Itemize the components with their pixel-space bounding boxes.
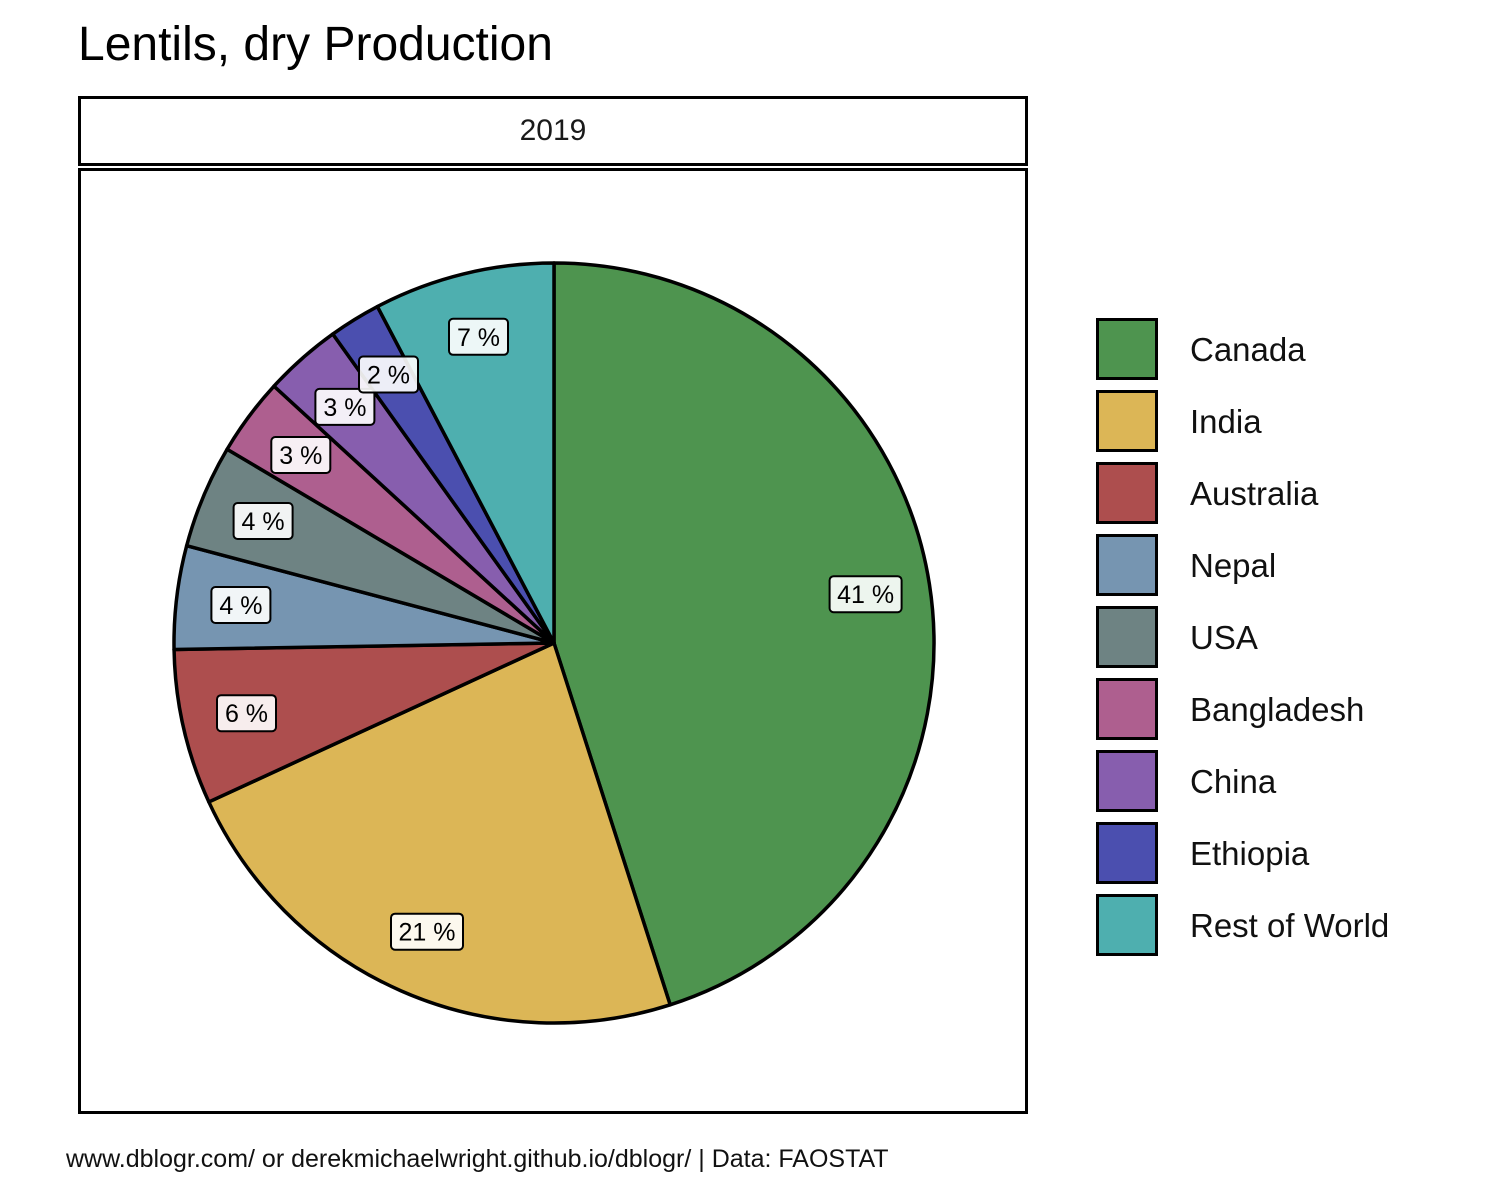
- facet-strip: 2019: [78, 96, 1028, 166]
- slice-label-india: 21 %: [390, 912, 464, 951]
- legend-label: USA: [1190, 619, 1258, 656]
- pie-slice-india: [207, 641, 672, 1025]
- legend-key: [1096, 390, 1158, 452]
- legend-label: China: [1190, 763, 1277, 800]
- pie-slice-australia: [172, 641, 556, 804]
- legend-label: Rest of World: [1190, 907, 1390, 944]
- pie-slice-rest-of-world: [375, 261, 556, 645]
- legend-key: [1096, 606, 1158, 668]
- legend-key: [1096, 318, 1158, 380]
- legend-key: [1096, 534, 1158, 596]
- slice-label-nepal: 4 %: [210, 586, 272, 624]
- pie-labels: 41 %21 %6 %4 %4 %3 %3 %2 %7 %: [210, 317, 903, 951]
- svg-text:3 %: 3 %: [279, 442, 322, 470]
- svg-text:2 %: 2 %: [367, 362, 410, 390]
- pie-chart: 41 %21 %6 %4 %4 %3 %3 %2 %7 %: [172, 261, 936, 1025]
- slice-label-usa: 4 %: [232, 502, 294, 540]
- svg-text:4 %: 4 %: [219, 592, 262, 620]
- svg-text:21 %: 21 %: [399, 919, 456, 947]
- legend-key: [1096, 750, 1158, 812]
- svg-text:7 %: 7 %: [457, 324, 500, 352]
- svg-text:4 %: 4 %: [242, 508, 285, 536]
- facet-label: 2019: [519, 114, 587, 147]
- slice-label-bangladesh: 3 %: [270, 436, 332, 474]
- pie-slice-canada: [552, 261, 936, 1007]
- legend-label: Nepal: [1190, 547, 1277, 584]
- legend-key: [1096, 894, 1158, 956]
- chart-title: Lentils, dry Production: [78, 18, 553, 71]
- slice-label-rest-of-world: 7 %: [448, 317, 509, 356]
- plot-panel: 41 % 21 % 6 % 4 % 4 % 3 % 3 % 2 % 7 %: [78, 168, 1028, 1114]
- slice-label-australia: 6 %: [216, 694, 277, 733]
- svg-text:3 %: 3 %: [323, 394, 366, 422]
- legend-key: [1096, 678, 1158, 740]
- legend-label: Canada: [1190, 331, 1306, 368]
- legend-label: Australia: [1190, 475, 1319, 512]
- svg-text:41 %: 41 %: [837, 581, 894, 609]
- legend-key: [1096, 462, 1158, 524]
- pie-slices: [172, 261, 936, 1025]
- legend-key: [1096, 822, 1158, 884]
- svg-text:6 %: 6 %: [225, 700, 268, 728]
- legend-label: India: [1190, 403, 1262, 440]
- slice-label-china: 3 %: [314, 387, 376, 426]
- caption: www.dblogr.com/ or derekmichaelwright.gi…: [66, 1145, 889, 1173]
- slice-label-canada: 41 %: [828, 575, 903, 614]
- legend-label: Bangladesh: [1190, 691, 1365, 728]
- slice-label-ethiopia: 2 %: [358, 355, 419, 394]
- legend-label: Ethiopia: [1190, 835, 1310, 872]
